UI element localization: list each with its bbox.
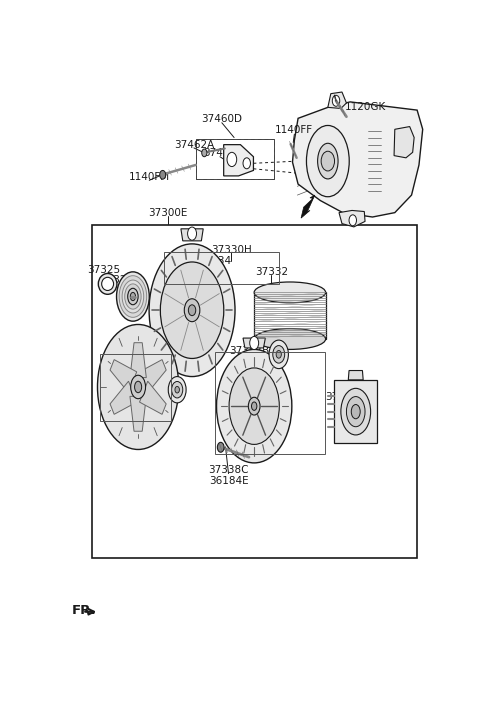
Circle shape bbox=[168, 377, 186, 403]
Ellipse shape bbox=[149, 244, 235, 377]
Ellipse shape bbox=[117, 272, 149, 321]
Ellipse shape bbox=[341, 388, 371, 435]
Circle shape bbox=[188, 227, 196, 240]
Ellipse shape bbox=[122, 280, 144, 313]
Circle shape bbox=[273, 345, 285, 363]
Ellipse shape bbox=[216, 350, 292, 463]
Text: 37321A: 37321A bbox=[100, 275, 141, 285]
Text: 37330H: 37330H bbox=[211, 245, 252, 255]
Circle shape bbox=[349, 215, 357, 226]
Polygon shape bbox=[130, 342, 146, 377]
Polygon shape bbox=[334, 379, 377, 444]
Ellipse shape bbox=[130, 293, 135, 300]
Polygon shape bbox=[110, 360, 137, 393]
Text: 1140FF: 1140FF bbox=[276, 125, 313, 135]
Ellipse shape bbox=[119, 276, 147, 318]
Circle shape bbox=[175, 387, 180, 393]
Ellipse shape bbox=[98, 273, 117, 294]
Circle shape bbox=[243, 158, 251, 169]
Ellipse shape bbox=[97, 325, 179, 449]
Ellipse shape bbox=[229, 368, 279, 444]
Polygon shape bbox=[130, 397, 146, 431]
Bar bbox=[92, 225, 417, 558]
Polygon shape bbox=[339, 211, 365, 227]
Text: 1120GK: 1120GK bbox=[345, 103, 385, 112]
Circle shape bbox=[202, 149, 207, 157]
Polygon shape bbox=[292, 102, 423, 217]
Bar bbox=[100, 354, 171, 421]
Text: 37390B: 37390B bbox=[325, 392, 366, 402]
Bar bbox=[164, 252, 279, 284]
Ellipse shape bbox=[134, 381, 142, 393]
Circle shape bbox=[332, 95, 340, 106]
Ellipse shape bbox=[347, 397, 365, 426]
Text: 1140FM: 1140FM bbox=[129, 172, 170, 182]
Circle shape bbox=[217, 442, 224, 452]
Polygon shape bbox=[328, 92, 347, 108]
Text: 37463: 37463 bbox=[204, 148, 237, 158]
Ellipse shape bbox=[248, 397, 260, 415]
Circle shape bbox=[250, 337, 259, 350]
Ellipse shape bbox=[254, 328, 325, 350]
Ellipse shape bbox=[131, 375, 145, 399]
Polygon shape bbox=[110, 381, 137, 414]
Ellipse shape bbox=[128, 288, 138, 305]
Polygon shape bbox=[181, 229, 203, 241]
Polygon shape bbox=[243, 338, 265, 348]
Text: 37325: 37325 bbox=[87, 265, 120, 276]
Circle shape bbox=[227, 152, 237, 167]
Bar bbox=[216, 352, 325, 454]
Polygon shape bbox=[394, 127, 414, 158]
Text: 37367B: 37367B bbox=[229, 346, 270, 356]
Ellipse shape bbox=[306, 125, 349, 197]
Text: 37300E: 37300E bbox=[148, 208, 188, 218]
Ellipse shape bbox=[254, 282, 325, 303]
Polygon shape bbox=[140, 381, 166, 414]
Text: 37332: 37332 bbox=[255, 267, 288, 277]
Ellipse shape bbox=[125, 284, 141, 309]
Circle shape bbox=[276, 350, 281, 358]
Polygon shape bbox=[301, 195, 315, 218]
Ellipse shape bbox=[252, 402, 257, 410]
Text: 37340E: 37340E bbox=[109, 346, 149, 356]
Polygon shape bbox=[224, 145, 253, 176]
Text: FR.: FR. bbox=[72, 604, 96, 617]
Circle shape bbox=[321, 151, 335, 171]
Ellipse shape bbox=[351, 404, 360, 419]
Text: 37462A: 37462A bbox=[174, 140, 214, 150]
Ellipse shape bbox=[102, 277, 114, 290]
Polygon shape bbox=[348, 370, 363, 379]
Text: 37342: 37342 bbox=[140, 356, 173, 366]
Ellipse shape bbox=[184, 299, 200, 322]
Circle shape bbox=[160, 170, 166, 179]
Ellipse shape bbox=[160, 262, 224, 358]
Circle shape bbox=[269, 340, 288, 369]
Polygon shape bbox=[140, 360, 166, 393]
Text: 37338C: 37338C bbox=[208, 466, 249, 476]
Text: 37460D: 37460D bbox=[201, 115, 242, 125]
Text: 37334: 37334 bbox=[198, 256, 231, 266]
Text: 37370B: 37370B bbox=[238, 359, 278, 369]
Circle shape bbox=[172, 382, 183, 398]
Ellipse shape bbox=[188, 305, 196, 315]
Text: 36184E: 36184E bbox=[209, 476, 248, 486]
Ellipse shape bbox=[318, 143, 338, 179]
Bar bbox=[196, 139, 274, 179]
